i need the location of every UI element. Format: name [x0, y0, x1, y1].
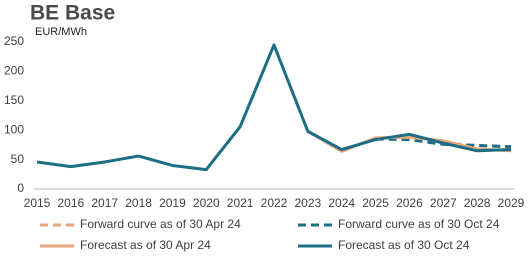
- x-tick-label: 2020: [193, 196, 220, 210]
- y-tick-label: 200: [4, 64, 24, 78]
- x-tick-label: 2017: [91, 196, 118, 210]
- x-tick-label: 2028: [464, 196, 491, 210]
- x-tick-label: 2026: [396, 196, 423, 210]
- legend-label: Forecast as of 30 Apr 24: [80, 238, 211, 252]
- x-tick-label: 2027: [430, 196, 457, 210]
- x-tick-label: 2022: [261, 196, 288, 210]
- x-tick-label: 2023: [295, 196, 322, 210]
- legend-label: Forecast as of 30 Oct 24: [338, 238, 470, 252]
- legend-label: Forward curve as of 30 Apr 24: [80, 217, 241, 231]
- y-tick-label: 50: [11, 152, 25, 166]
- series-line: [36, 43, 512, 172]
- x-tick-label: 2015: [24, 196, 51, 210]
- y-tick-label: 150: [4, 93, 24, 107]
- x-tick-label: 2029: [498, 196, 525, 210]
- chart-title: BE Base: [30, 2, 115, 25]
- x-tick-label: 2021: [227, 196, 254, 210]
- x-tick-label: 2025: [362, 196, 389, 210]
- x-tick-label: 2024: [328, 196, 355, 210]
- x-tick-label: 2016: [58, 196, 85, 210]
- y-tick-label: 0: [17, 181, 24, 195]
- x-tick-label: 2018: [125, 196, 152, 210]
- y-tick-label: 250: [4, 34, 24, 48]
- chart-subtitle: EUR/MWh: [35, 26, 87, 38]
- legend-label: Forward curve as of 30 Oct 24: [338, 217, 500, 231]
- y-tick-label: 100: [4, 122, 24, 136]
- x-tick-label: 2019: [159, 196, 186, 210]
- series-line: [307, 130, 512, 153]
